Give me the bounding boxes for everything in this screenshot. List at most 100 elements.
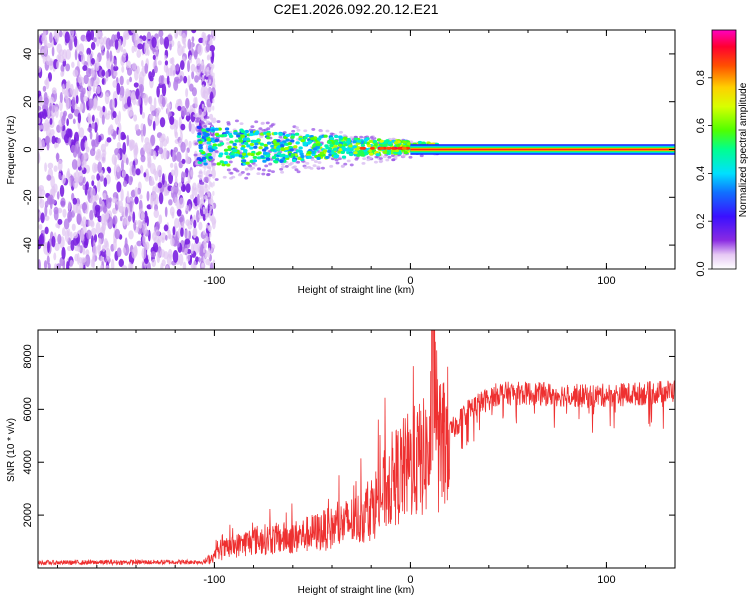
band-cell (256, 156, 262, 160)
noise-cell (59, 184, 65, 197)
noise-cell (49, 96, 55, 105)
band-cell (255, 152, 261, 156)
band-cell (354, 147, 360, 151)
noise-cell (71, 159, 78, 170)
band-cell (368, 139, 373, 143)
noise-cell (112, 80, 118, 88)
noise-cell (59, 122, 63, 134)
noise-cell (124, 237, 128, 251)
noise-cell (100, 42, 105, 51)
noise-cell (38, 111, 45, 119)
x-tick-label: 100 (597, 275, 615, 287)
noise-cell (101, 244, 106, 252)
band-cell (252, 159, 258, 163)
band-cell (329, 136, 335, 141)
noise-cell (111, 153, 117, 166)
noise-cell (53, 165, 58, 173)
noise-cell (209, 39, 212, 45)
noise-cell (201, 262, 205, 268)
noise-cell (112, 111, 117, 119)
band-cell (234, 139, 239, 143)
noise-cell (82, 95, 89, 102)
band-cell (300, 154, 305, 159)
band-cell (337, 150, 342, 154)
noise-cell (189, 194, 195, 200)
noise-cell (205, 250, 209, 256)
noise-cell (168, 199, 173, 206)
noise-cell (94, 155, 99, 161)
band-cell (257, 167, 262, 171)
noise-cell (127, 215, 132, 222)
noise-cell (198, 37, 204, 44)
noise-cell (207, 192, 211, 198)
noise-cell (191, 30, 197, 34)
noise-cell (56, 60, 60, 70)
noise-cell (126, 95, 132, 108)
band-cell (203, 124, 208, 128)
band-cell (197, 132, 202, 136)
noise-cell (44, 226, 49, 235)
noise-cell (207, 106, 211, 112)
band-cell (366, 144, 372, 148)
noise-cell (156, 85, 160, 98)
noise-cell (70, 83, 74, 96)
noise-cell (205, 214, 208, 220)
band-cell (243, 141, 249, 145)
noise-cell (72, 118, 76, 125)
band-cell (260, 155, 265, 159)
band-cell (342, 134, 347, 138)
noise-cell (135, 123, 140, 131)
band-cell (302, 143, 307, 147)
y-tick-label: 4000 (22, 450, 34, 474)
noise-cell (149, 180, 155, 186)
band-cell (194, 142, 199, 146)
noise-cell (180, 131, 183, 142)
noise-cell (150, 114, 154, 121)
band-cell (284, 164, 289, 168)
colorbar-label: Normalized spectral amplitude (738, 82, 749, 217)
noise-cell (67, 210, 73, 222)
band-cell (249, 132, 254, 137)
noise-cell (59, 30, 63, 38)
band-cell (346, 159, 351, 163)
band-cell (249, 146, 254, 150)
noise-cell (158, 75, 164, 86)
band-cell (262, 151, 268, 155)
band-cell (317, 161, 322, 164)
noise-cell (193, 219, 197, 229)
noise-cell (49, 32, 53, 44)
band-cell (254, 130, 260, 135)
noise-cell (85, 181, 89, 191)
noise-cell (61, 174, 66, 185)
colorbar: 0.0 0.2 0.4 0.6 0.8 Normalized spectral ampl… (695, 29, 749, 277)
noise-cell (125, 90, 131, 97)
noise-cell (149, 75, 154, 82)
y-tick-label: 6000 (22, 397, 34, 421)
band-cell (229, 176, 234, 180)
noise-cell (182, 185, 186, 192)
snr-series-line (38, 330, 675, 567)
noise-cell (197, 44, 203, 56)
noise-cell (128, 230, 134, 240)
tone-band (410, 148, 675, 151)
noise-cell (213, 172, 216, 178)
band-cell (352, 140, 357, 144)
noise-cell (155, 229, 160, 237)
noise-cell (77, 76, 83, 84)
noise-cell (49, 102, 53, 112)
band-cell (312, 142, 318, 147)
noise-cell (139, 164, 144, 174)
noise-cell (85, 254, 91, 267)
noise-cell (121, 265, 128, 269)
band-cell (345, 148, 350, 152)
noise-cell (140, 211, 145, 221)
x-tick-label: -100 (203, 275, 225, 287)
spectrogram-image (38, 30, 675, 269)
noise-cell (81, 202, 88, 211)
noise-cell (169, 206, 175, 217)
noise-cell (80, 90, 85, 103)
noise-cell (179, 60, 185, 71)
noise-cell (119, 75, 124, 86)
noise-cell (190, 111, 196, 123)
noise-cell (153, 97, 157, 110)
